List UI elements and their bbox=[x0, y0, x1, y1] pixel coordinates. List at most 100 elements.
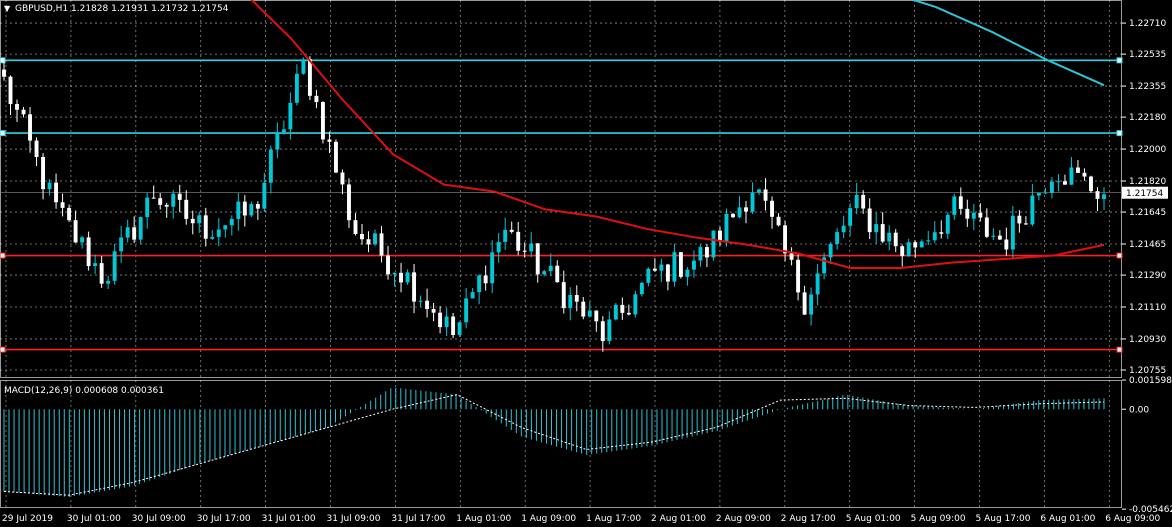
level-marker bbox=[1116, 346, 1123, 353]
candle-bear bbox=[626, 312, 631, 315]
candle-bear bbox=[347, 184, 351, 221]
candle-bear bbox=[242, 201, 247, 216]
candle-bear bbox=[561, 282, 566, 309]
candle-bull bbox=[1049, 181, 1054, 193]
candle-bear bbox=[574, 295, 579, 302]
candle-bull bbox=[646, 268, 651, 283]
current-price-box bbox=[1122, 186, 1168, 199]
y-tick-label: 1.22000 bbox=[1129, 145, 1166, 155]
candle-bear bbox=[509, 229, 514, 232]
candle-bear bbox=[158, 198, 163, 205]
level-marker bbox=[1116, 57, 1123, 64]
candle-bear bbox=[86, 237, 91, 267]
candle-bull bbox=[444, 316, 449, 328]
candle-bull bbox=[633, 294, 638, 315]
candle-bear bbox=[164, 204, 169, 207]
y-tick-label: 1.22180 bbox=[1129, 113, 1166, 123]
macd-tick-label: -0.005462 bbox=[1129, 505, 1172, 515]
x-tick-label: 5 Aug 09:00 bbox=[911, 514, 966, 524]
candle-bear bbox=[776, 216, 781, 226]
candle-bull bbox=[757, 189, 761, 193]
candle-bull bbox=[919, 241, 924, 248]
x-tick-label: 2 Aug 17:00 bbox=[781, 514, 836, 524]
candle-bear bbox=[334, 141, 338, 173]
candle-bear bbox=[783, 225, 788, 254]
level-marker bbox=[0, 346, 6, 353]
y-tick-label: 1.20755 bbox=[1129, 366, 1166, 376]
axes: 29 Jul 2019 30 Jul 01:00 30 Jul 09:00 30 Ju… bbox=[2, 19, 1172, 524]
candle-bear bbox=[60, 202, 65, 208]
candle-bull bbox=[971, 212, 976, 219]
x-tick-label: 1 Aug 09:00 bbox=[521, 514, 576, 524]
level-marker bbox=[1116, 252, 1123, 259]
candle-bull bbox=[737, 207, 742, 218]
candle-bear bbox=[594, 310, 599, 322]
candle-bull bbox=[490, 252, 495, 284]
y-tick-label: 1.21290 bbox=[1129, 271, 1166, 281]
x-tick-label: 5 Aug 17:00 bbox=[976, 514, 1031, 524]
candle-bear bbox=[8, 76, 13, 105]
candle-bear bbox=[516, 231, 521, 251]
candle-bear bbox=[652, 268, 657, 271]
candle-bear bbox=[431, 308, 436, 313]
candle-bear bbox=[1082, 172, 1087, 177]
y-tick-label: 1.21110 bbox=[1129, 303, 1166, 313]
candle-bull bbox=[1056, 181, 1061, 183]
candle-bull bbox=[145, 197, 150, 218]
candle-bear bbox=[600, 321, 605, 342]
moving-averages bbox=[250, 0, 1105, 269]
candle-bull bbox=[112, 251, 117, 281]
candle-bull bbox=[587, 310, 592, 317]
macd-frame bbox=[0, 380, 1122, 508]
x-tick-label: 30 Jul 01:00 bbox=[67, 514, 121, 524]
candles bbox=[2, 56, 1106, 352]
candle-bear bbox=[360, 234, 364, 240]
macd-tick-label: 0.001598 bbox=[1129, 376, 1172, 386]
candle-bear bbox=[21, 109, 26, 115]
y-tick-label: 1.22535 bbox=[1129, 50, 1166, 60]
candle-bull bbox=[275, 132, 280, 150]
candle-bear bbox=[802, 292, 807, 315]
candle-bull bbox=[698, 247, 703, 261]
candle-bear bbox=[958, 196, 963, 209]
candle-bull bbox=[47, 182, 52, 190]
candle-bear bbox=[15, 104, 19, 110]
x-tick-label: 5 Aug 01:00 bbox=[846, 514, 901, 524]
candle-bear bbox=[997, 235, 1002, 240]
x-tick-label: 6 Aug 01:00 bbox=[1040, 514, 1095, 524]
x-tick-label: 30 Jul 09:00 bbox=[132, 514, 186, 524]
candle-bear bbox=[522, 250, 527, 252]
candle-bull bbox=[197, 215, 202, 224]
candle-bear bbox=[379, 233, 384, 256]
candle-bull bbox=[991, 235, 996, 237]
candle-bear bbox=[1095, 191, 1100, 199]
candle-bull bbox=[848, 208, 853, 226]
candle-bear bbox=[744, 207, 748, 212]
x-tick-label: 1 Aug 17:00 bbox=[586, 514, 641, 524]
candle-bull bbox=[659, 264, 664, 271]
candle-bull bbox=[1069, 167, 1074, 185]
candle-bull bbox=[906, 242, 911, 257]
y-tick-label: 1.21645 bbox=[1129, 208, 1166, 218]
candle-bull bbox=[503, 229, 508, 242]
candle-bull bbox=[496, 241, 501, 253]
candle-bull bbox=[138, 217, 143, 240]
candle-bear bbox=[913, 242, 918, 248]
candle-bull bbox=[216, 229, 221, 237]
candle-bear bbox=[893, 232, 898, 247]
candle-bull bbox=[841, 225, 846, 233]
macd-tick-label: 0.00 bbox=[1129, 405, 1149, 415]
candle-bull bbox=[1102, 194, 1106, 199]
candle-bull bbox=[548, 265, 553, 272]
candle-bull bbox=[691, 260, 696, 270]
y-tick-label: 1.22710 bbox=[1129, 19, 1166, 29]
candle-bear bbox=[41, 156, 46, 190]
level-marker bbox=[0, 57, 6, 64]
candle-bull bbox=[281, 129, 286, 133]
candle-bull bbox=[672, 252, 677, 282]
candle-bear bbox=[399, 272, 403, 283]
candle-bear bbox=[28, 114, 32, 141]
macd-label: MACD(12,26,9) 0.000608 0.000361 bbox=[4, 386, 164, 396]
candle-bear bbox=[73, 220, 78, 243]
x-tick-label: 29 Jul 2019 bbox=[2, 514, 53, 524]
